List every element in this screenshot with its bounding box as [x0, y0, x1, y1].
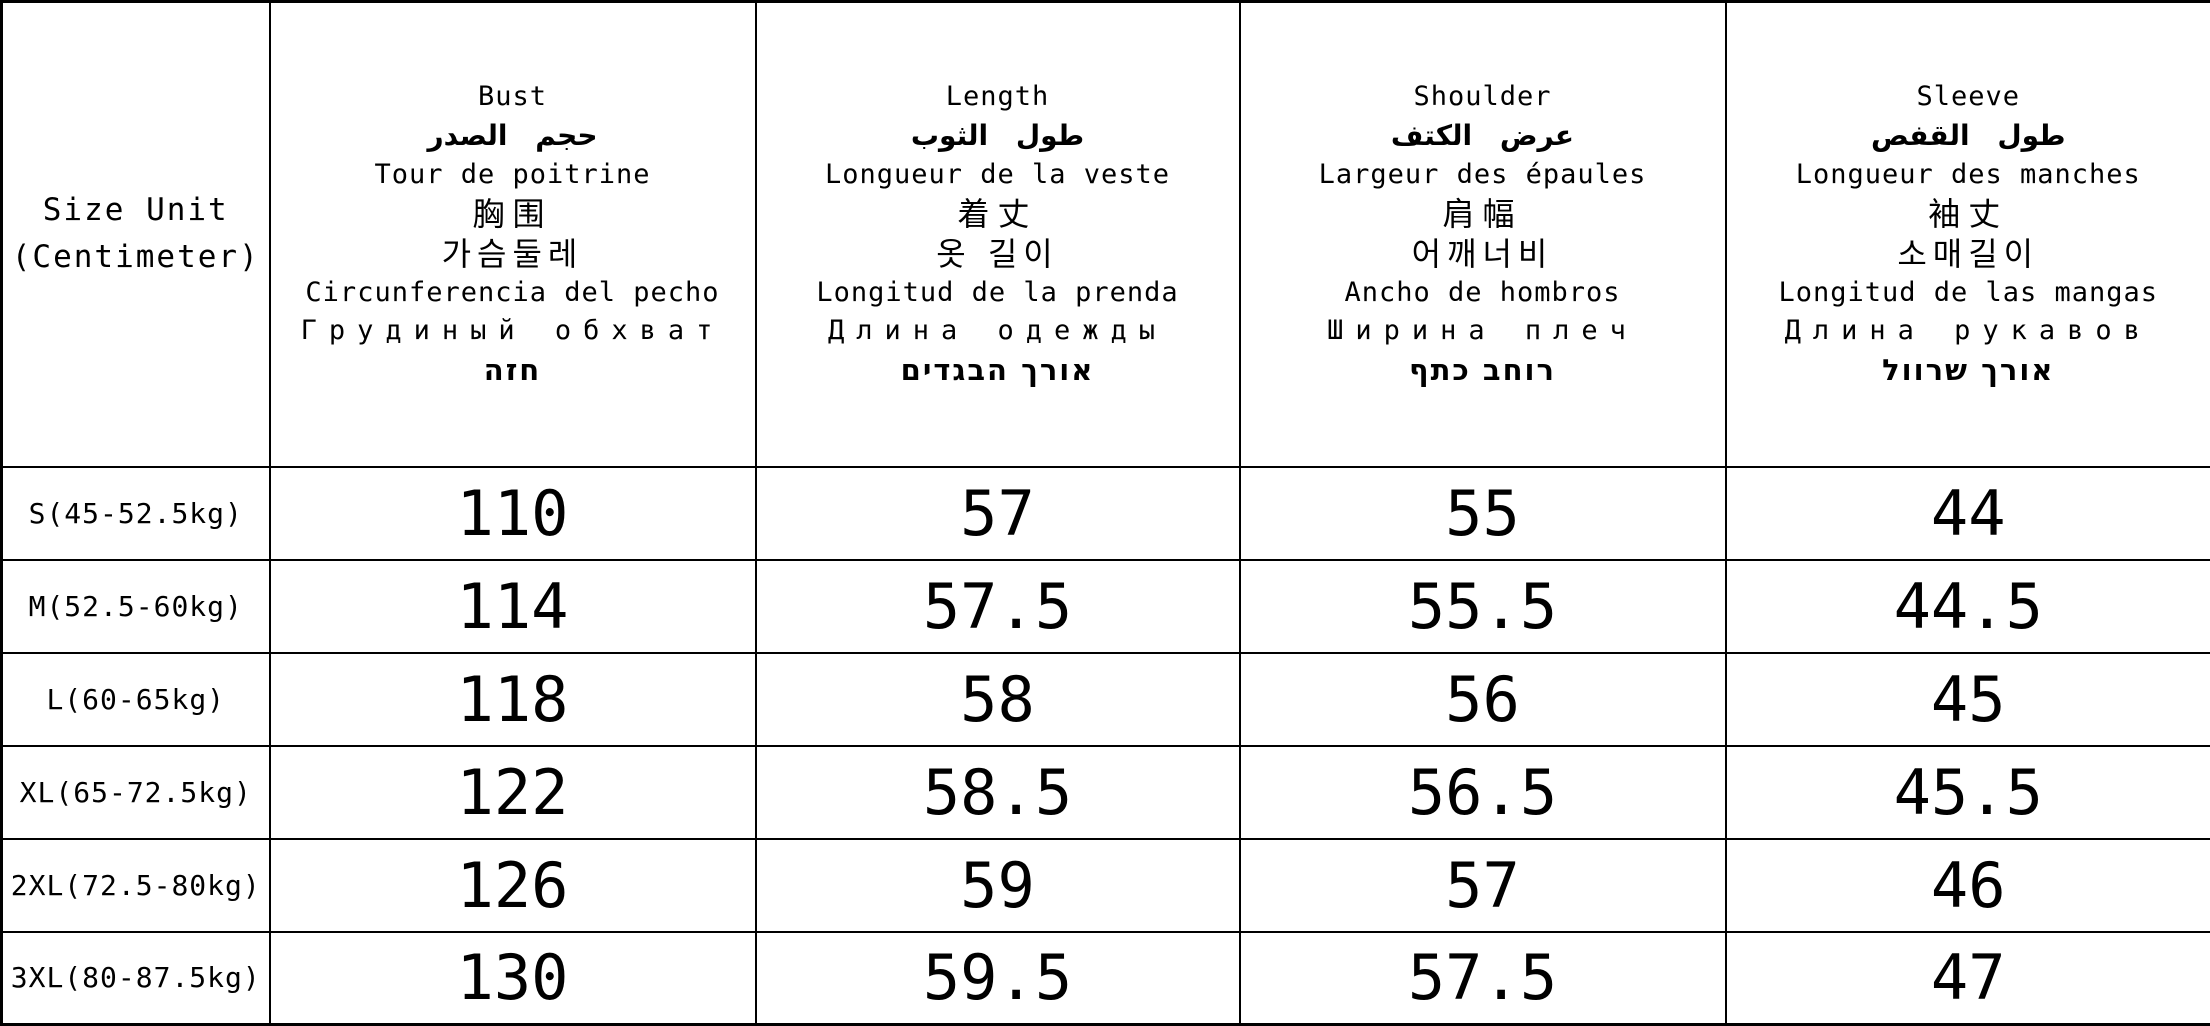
sleeve-label-he: אורך שרוול [1727, 350, 2210, 390]
sleeve-label-ko: 소매길이 [1727, 234, 2210, 274]
shoulder-label-he: רוחב כתף [1241, 350, 1725, 390]
shoulder-label-es: Ancho de hombros [1241, 274, 1725, 312]
size-label: XL(65-72.5kg) [2, 746, 270, 839]
size-row-m: M(52.5-60kg) 114 57.5 55.5 44.5 [2, 560, 2210, 653]
column-header-length: Length طول الثوب Longueur de la veste 着丈… [756, 2, 1240, 467]
column-header-sleeve: Sleeve طول القفص Longueur des manches 袖丈… [1726, 2, 2210, 467]
length-value: 57 [756, 467, 1240, 560]
sleeve-value: 44.5 [1726, 560, 2210, 653]
bust-label-ru: Грудиный обхват [271, 312, 755, 350]
shoulder-label-fr: Largeur des épaules [1241, 156, 1725, 194]
shoulder-value: 57.5 [1240, 932, 1726, 1025]
shoulder-label-en: Shoulder [1241, 78, 1725, 116]
sleeve-label-en: Sleeve [1727, 78, 2210, 116]
shoulder-label-ru: Ширина плеч [1241, 312, 1725, 350]
bust-value: 130 [270, 932, 756, 1025]
bust-label-en: Bust [271, 78, 755, 116]
sleeve-value: 45.5 [1726, 746, 2210, 839]
shoulder-value: 57 [1240, 839, 1726, 932]
shoulder-value: 56.5 [1240, 746, 1726, 839]
length-value: 57.5 [756, 560, 1240, 653]
bust-label-he: חזה [271, 350, 755, 390]
size-row-xl: XL(65-72.5kg) 122 58.5 56.5 45.5 [2, 746, 2210, 839]
bust-value: 118 [270, 653, 756, 746]
size-label: L(60-65kg) [2, 653, 270, 746]
length-value: 58 [756, 653, 1240, 746]
size-row-2xl: 2XL(72.5-80kg) 126 59 57 46 [2, 839, 2210, 932]
sleeve-value: 45 [1726, 653, 2210, 746]
shoulder-label-ar: عرض الكتف [1241, 116, 1725, 156]
sleeve-label-ar: طول القفص [1727, 116, 2210, 156]
length-label-ru: Длина одежды [757, 312, 1239, 350]
size-label: S(45-52.5kg) [2, 467, 270, 560]
length-label-fr: Longueur de la veste [757, 156, 1239, 194]
length-label-en: Length [757, 78, 1239, 116]
length-label-es: Longitud de la prenda [757, 274, 1239, 312]
size-label: M(52.5-60kg) [2, 560, 270, 653]
length-value: 59.5 [756, 932, 1240, 1025]
sleeve-label-es: Longitud de las mangas [1727, 274, 2210, 312]
length-label-he: אורך הבגדים [757, 350, 1239, 390]
corner-cell: Size Unit (Centimeter) [2, 2, 270, 467]
bust-label-fr: Tour de poitrine [271, 156, 755, 194]
bust-value: 114 [270, 560, 756, 653]
sleeve-value: 44 [1726, 467, 2210, 560]
bust-value: 110 [270, 467, 756, 560]
shoulder-label-ko: 어깨너비 [1241, 234, 1725, 274]
length-value: 58.5 [756, 746, 1240, 839]
bust-value: 126 [270, 839, 756, 932]
length-label-ar: طول الثوب [757, 116, 1239, 156]
size-unit-label: Size Unit [3, 187, 269, 234]
sleeve-label-fr: Longueur des manches [1727, 156, 2210, 194]
size-row-l: L(60-65kg) 118 58 56 45 [2, 653, 2210, 746]
shoulder-value: 55 [1240, 467, 1726, 560]
sleeve-label-ru: Длина рукавов [1727, 312, 2210, 350]
length-value: 59 [756, 839, 1240, 932]
size-label: 2XL(72.5-80kg) [2, 839, 270, 932]
bust-label-es: Circunferencia del pecho [271, 274, 755, 312]
centimeter-label: (Centimeter) [3, 234, 269, 281]
column-header-bust: Bust حجم الصدر Tour de poitrine 胸围 가슴둘레 … [270, 2, 756, 467]
shoulder-label-zh: 肩幅 [1241, 194, 1725, 234]
sleeve-label-zh: 袖丈 [1727, 194, 2210, 234]
header-row: Size Unit (Centimeter) Bust حجم الصدر To… [2, 2, 2210, 467]
bust-label-ar: حجم الصدر [271, 116, 755, 156]
column-header-shoulder: Shoulder عرض الكتف Largeur des épaules 肩… [1240, 2, 1726, 467]
bust-label-ko: 가슴둘레 [271, 234, 755, 274]
size-row-s: S(45-52.5kg) 110 57 55 44 [2, 467, 2210, 560]
length-label-zh: 着丈 [757, 194, 1239, 234]
size-row-3xl: 3XL(80-87.5kg) 130 59.5 57.5 47 [2, 932, 2210, 1025]
sleeve-value: 46 [1726, 839, 2210, 932]
shoulder-value: 56 [1240, 653, 1726, 746]
bust-label-zh: 胸围 [271, 194, 755, 234]
sleeve-value: 47 [1726, 932, 2210, 1025]
length-label-ko: 옷 길이 [757, 234, 1239, 274]
bust-value: 122 [270, 746, 756, 839]
size-label: 3XL(80-87.5kg) [2, 932, 270, 1025]
shoulder-value: 55.5 [1240, 560, 1726, 653]
